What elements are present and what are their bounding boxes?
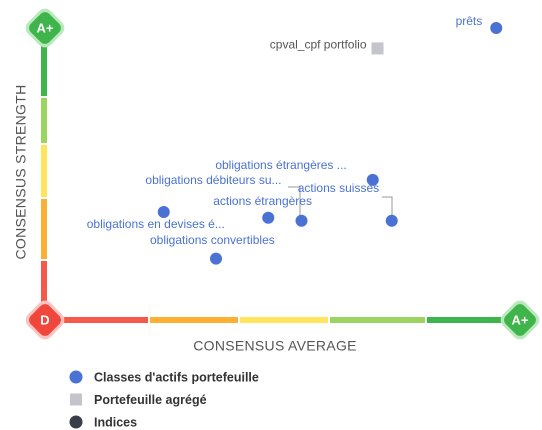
point: [157, 205, 170, 218]
point-label: obligations en devises é...: [87, 217, 225, 231]
point-label: obligations convertibles: [150, 233, 275, 247]
point-label: obligations débiteurs su...: [145, 173, 281, 187]
y-axis-line: [41, 44, 47, 306]
point: [385, 214, 398, 227]
badge-label: D: [40, 312, 49, 327]
x-axis-line: [60, 317, 507, 323]
x-axis-label: CONSENSUS AVERAGE: [193, 338, 357, 354]
badge-origin: D: [25, 300, 65, 340]
badge-label: A+: [37, 20, 54, 35]
badge-label: A+: [512, 312, 529, 327]
legend-label: Classes d'actifs portefeuille: [94, 370, 259, 384]
point: [490, 22, 503, 34]
legend-marker: [70, 393, 82, 406]
point-label: cpval_cpf portfolio: [270, 38, 367, 52]
point: [210, 252, 222, 265]
point: [295, 214, 308, 227]
badge-y-max: A+: [25, 8, 65, 48]
point: [262, 211, 275, 224]
badge-x-max: A+: [500, 300, 540, 340]
point-label: obligations étrangères ...: [215, 158, 346, 172]
legend-label: Portefeuille agrégé: [94, 393, 207, 407]
legend-marker: [69, 370, 83, 384]
legend-label: Indices: [94, 415, 137, 429]
legend-marker: [69, 415, 83, 429]
y-axis-label: CONSENSUS STRENGTH: [13, 85, 29, 260]
point-label: prêts: [456, 14, 483, 28]
point-label: actions étrangères: [213, 194, 312, 208]
point: [366, 173, 379, 186]
point: [371, 42, 384, 55]
leaders: [288, 186, 393, 216]
point-label: actions suisses: [298, 181, 379, 195]
